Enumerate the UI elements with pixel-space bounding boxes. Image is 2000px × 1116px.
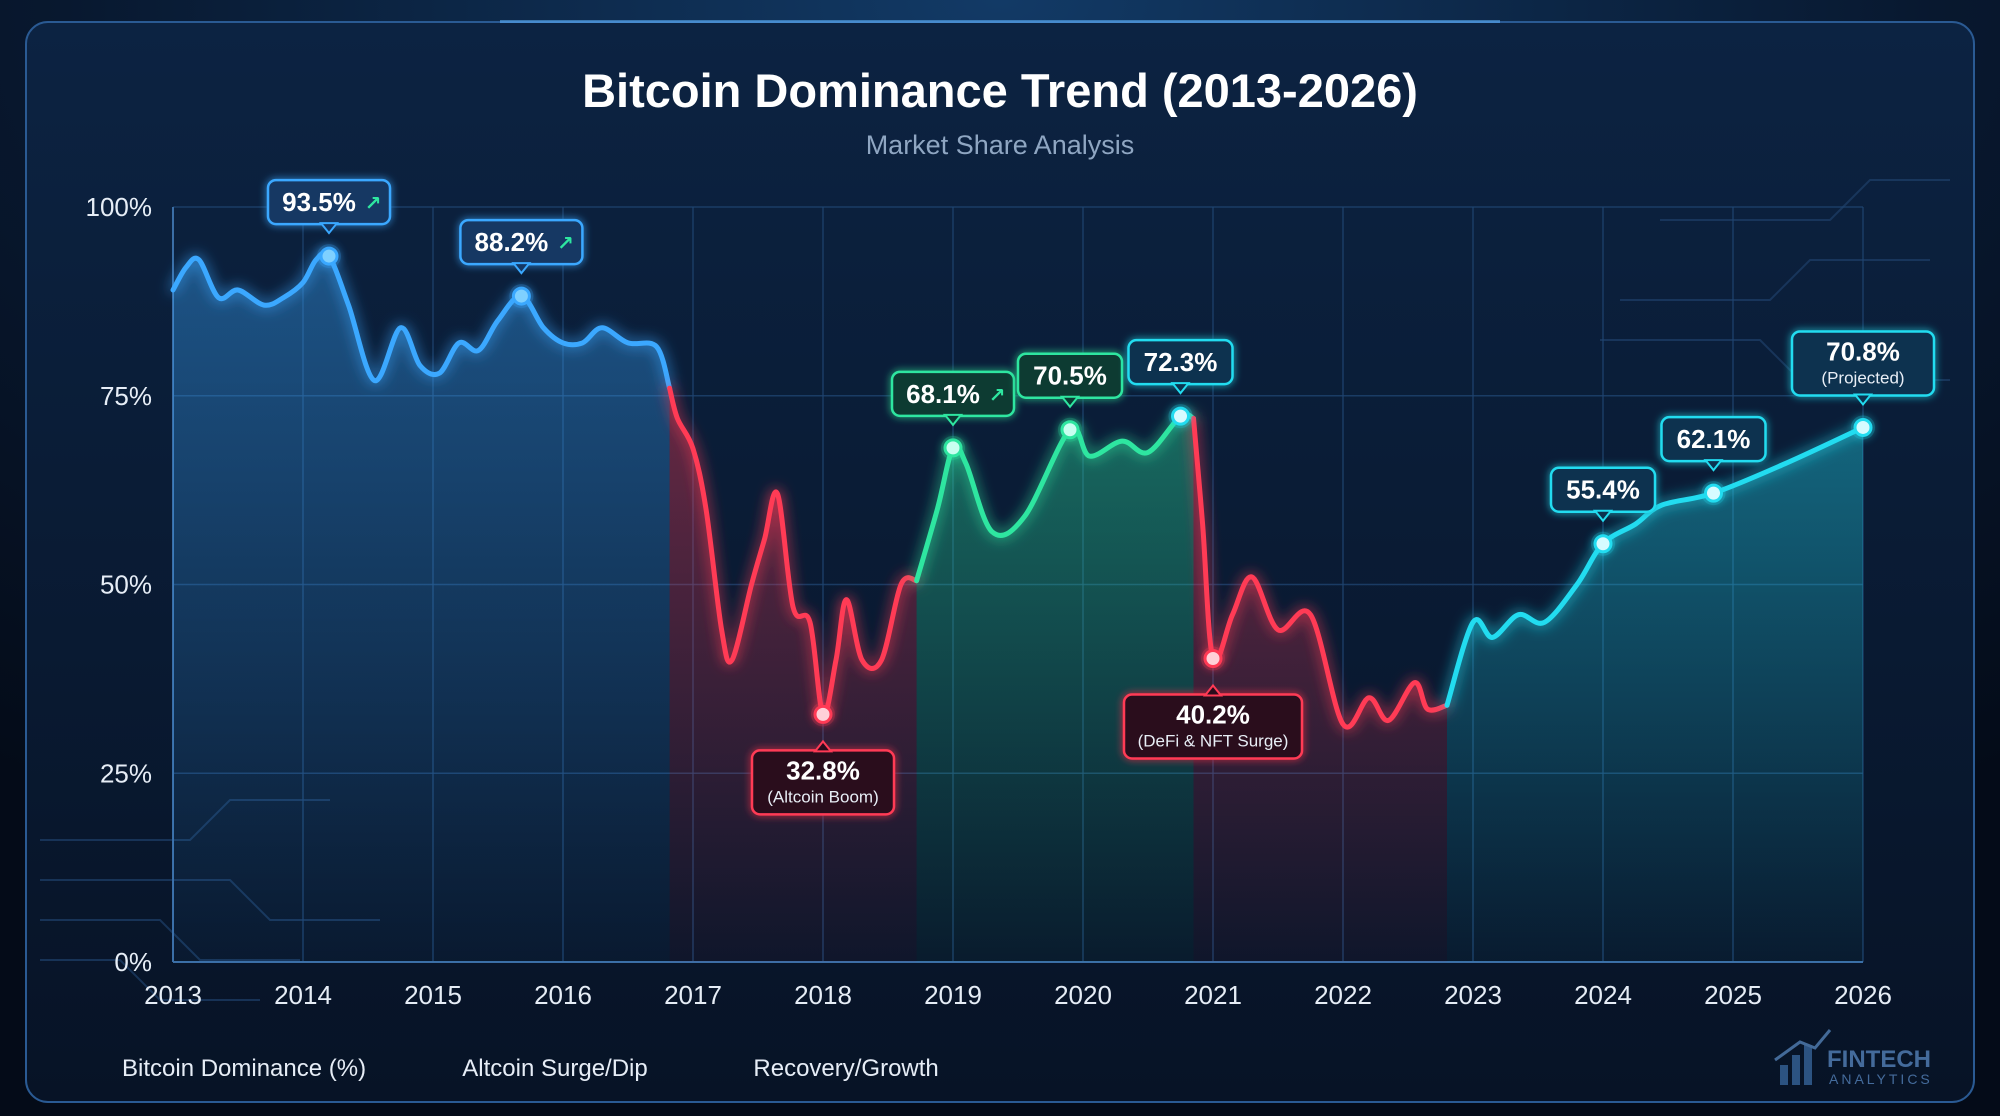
annotation-value-label: 32.8% — [786, 755, 860, 785]
x-tick-label: 2019 — [924, 980, 982, 1010]
x-tick-label: 2017 — [664, 980, 722, 1010]
legend-label: Recovery/Growth — [753, 1055, 938, 1082]
data-point-annotation: 32.8% (Altcoin Boom) — [750, 702, 896, 816]
annotation-sublabel: (Projected) — [1821, 368, 1904, 387]
trend-chart-icon — [1774, 1029, 1832, 1085]
annotation-value-label: 68.1% — [906, 379, 980, 409]
data-point-marker — [1704, 483, 1723, 503]
x-tick-label: 2023 — [1444, 980, 1502, 1010]
series-area-fill — [916, 414, 1194, 962]
annotation-pointer — [812, 739, 834, 753]
data-point-annotation: 62.1% — [1660, 415, 1767, 506]
data-point-marker — [813, 704, 833, 724]
x-axis-ticks: 2013 2014 2015 2016 2017 2018 2019 2020 2021 2022… — [144, 980, 1892, 1010]
annotation-value-label: 62.1% — [1677, 424, 1751, 454]
brand-tagline: ANALYTICS — [1829, 1071, 1933, 1087]
data-point-marker — [1853, 417, 1873, 437]
series-line — [1444, 425, 1866, 708]
legend-item: Bitcoin Dominance (%) — [77, 1055, 366, 1082]
legend-label: Altcoin Surge/Dip — [462, 1055, 647, 1082]
x-tick-label: 2021 — [1184, 980, 1242, 1010]
annotation-value-label: 72.3% — [1144, 347, 1218, 377]
y-tick-label: 0% — [114, 947, 152, 977]
data-point-marker — [1171, 406, 1190, 426]
legend-item: Recovery/Growth — [708, 1055, 939, 1082]
y-tick-label: 25% — [100, 758, 152, 788]
annotation-value-label: 93.5% — [282, 187, 356, 217]
legend-item: Altcoin Surge/Dip — [417, 1055, 648, 1082]
x-tick-label: 2024 — [1574, 980, 1632, 1010]
data-point-annotation: 55.4% — [1549, 466, 1657, 556]
series-area-fill — [669, 388, 917, 962]
y-tick-label: 100% — [86, 192, 153, 222]
series-area-fill — [173, 252, 670, 962]
data-point-annotation: 40.2% (DeFi & NFT Surge) — [1122, 646, 1304, 760]
data-point-marker — [1203, 648, 1223, 668]
annotation-pointer — [1703, 459, 1724, 472]
data-point-marker — [1060, 420, 1080, 440]
x-tick-label: 2020 — [1054, 980, 1112, 1010]
annotation-sublabel: (Altcoin Boom) — [767, 787, 878, 806]
y-axis-ticks: 0% 25% 50% 75% 100% — [86, 192, 153, 977]
data-point-marker — [511, 286, 531, 306]
data-point-marker — [943, 438, 963, 458]
data-point-annotation: 93.5% ↗ — [266, 178, 392, 269]
annotation-pointer — [942, 413, 964, 427]
data-point-annotation: 88.2% ↗ — [459, 218, 584, 309]
brand-name: FINTECH — [1827, 1046, 1931, 1073]
x-tick-label: 2013 — [144, 980, 202, 1010]
data-point-annotation: 70.8% (Projected) — [1790, 330, 1936, 440]
x-tick-label: 2016 — [534, 980, 592, 1010]
legend: Bitcoin Dominance (%) Altcoin Surge/Dip Re… — [77, 1055, 939, 1082]
legend-label: Bitcoin Dominance (%) — [122, 1055, 366, 1082]
x-tick-label: 2014 — [274, 980, 332, 1010]
annotation-pointer — [1592, 509, 1614, 523]
area-fills — [173, 252, 1863, 962]
panel-top-glow — [500, 20, 1500, 23]
x-tick-label: 2026 — [1834, 980, 1892, 1010]
annotation-pointer — [1170, 382, 1191, 395]
series-area-fill — [1193, 418, 1447, 962]
chart-subtitle: Market Share Analysis — [866, 130, 1135, 160]
series-area-fill — [1447, 427, 1863, 962]
brand-logo: FINTECH ANALYTICS — [1774, 1029, 1933, 1087]
x-tick-label: 2015 — [404, 980, 462, 1010]
y-tick-label: 50% — [100, 570, 152, 600]
x-tick-label: 2025 — [1704, 980, 1762, 1010]
series-line — [667, 385, 920, 718]
x-tick-label: 2022 — [1314, 980, 1372, 1010]
series-line — [1191, 415, 1450, 730]
trend-up-arrow-icon: ↗ — [989, 385, 1006, 407]
data-point-marker — [319, 246, 339, 266]
annotation-value-label: 70.8% — [1826, 336, 1900, 366]
annotation-pointer — [1059, 395, 1081, 409]
annotation-value-label: 40.2% — [1176, 699, 1250, 729]
data-point-annotation: 70.5% — [1016, 352, 1124, 442]
chart-title: Bitcoin Dominance Trend (2013-2026) — [582, 64, 1418, 117]
trend-up-arrow-icon: ↗ — [365, 193, 382, 215]
series-line — [170, 250, 673, 391]
annotation-pointer — [318, 222, 340, 235]
data-point-annotation: 68.1% ↗ — [890, 370, 1016, 460]
x-tick-label: 2018 — [794, 980, 852, 1010]
annotation-value-label: 70.5% — [1033, 361, 1107, 391]
annotation-value-label: 88.2% — [475, 227, 549, 257]
annotation-sublabel: (DeFi & NFT Surge) — [1138, 731, 1289, 750]
annotation-pointer — [1202, 683, 1224, 697]
y-tick-label: 75% — [100, 381, 152, 411]
data-point-annotation: 72.3% — [1127, 338, 1234, 429]
annotation-pointer — [1852, 393, 1874, 407]
annotation-pointer — [511, 262, 532, 275]
trend-up-arrow-icon: ↗ — [557, 233, 574, 255]
annotations: 93.5% ↗ 88.2% ↗ 32.8% (Altcoin Boom) 68.1% ↗ 70.… — [266, 178, 1936, 816]
data-point-marker — [1593, 534, 1613, 554]
annotation-value-label: 55.4% — [1566, 475, 1640, 505]
